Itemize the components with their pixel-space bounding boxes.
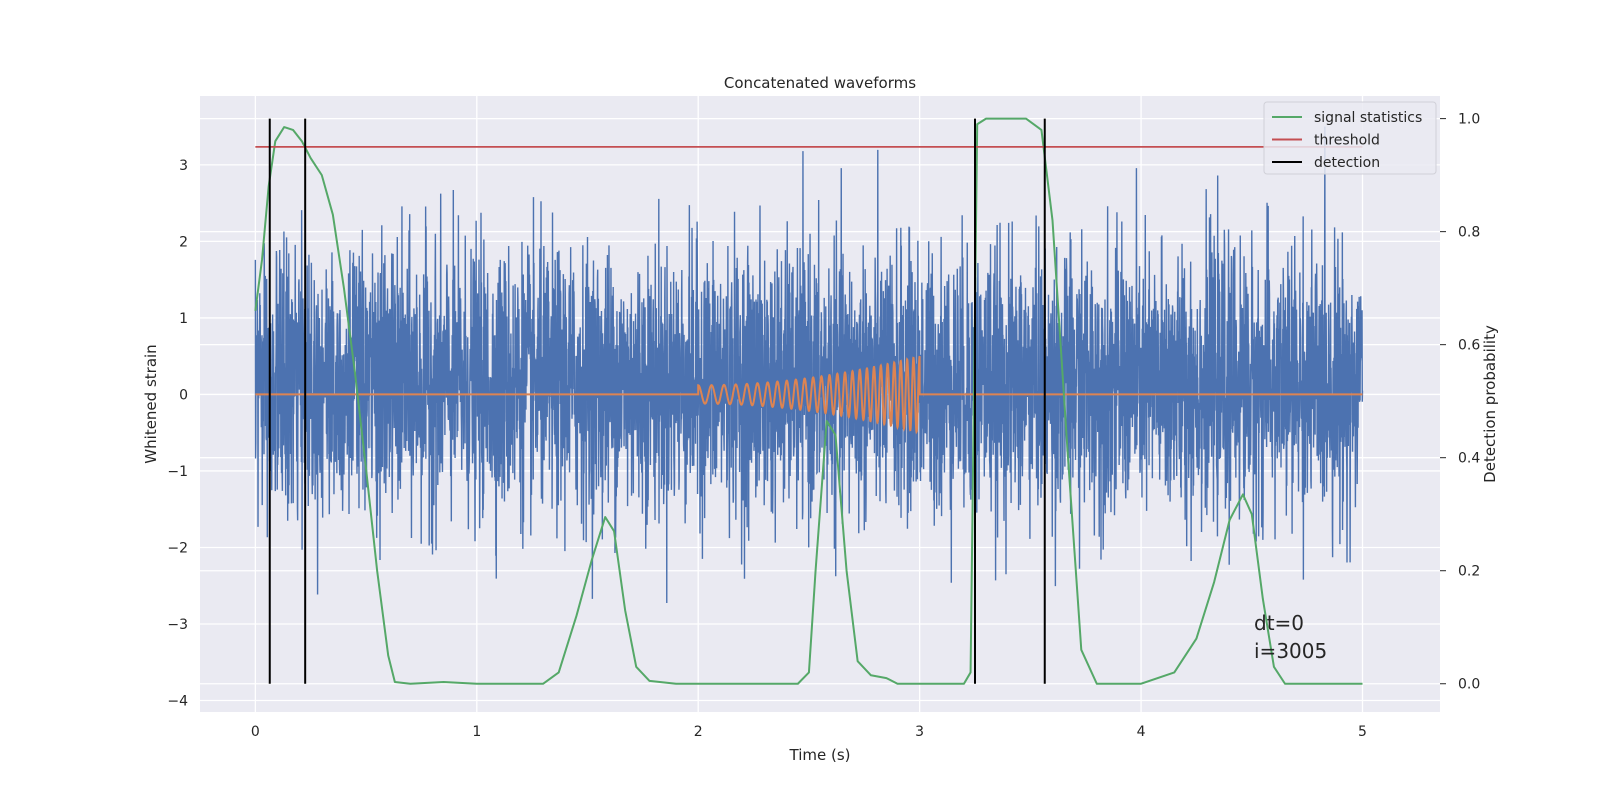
y-tick-label: −4 xyxy=(167,694,188,710)
x-tick-label: 0 xyxy=(251,724,260,740)
x-axis-label: Time (s) xyxy=(789,746,851,764)
y-tick-label: −1 xyxy=(167,464,188,480)
y-tick-label: −2 xyxy=(167,540,188,556)
y2-tick-label: 0.2 xyxy=(1458,564,1480,580)
y-tick-label: 3 xyxy=(179,158,188,174)
x-tick-label: 1 xyxy=(472,724,481,740)
x-tick-label: 5 xyxy=(1358,724,1367,740)
y2-tick-label: 0.0 xyxy=(1458,677,1480,693)
waveform-series-line xyxy=(255,355,1363,435)
noise-series-line xyxy=(254,126,1364,603)
signal-statistics-line xyxy=(254,117,1363,685)
x-tick-label: 4 xyxy=(1137,724,1146,740)
y-tick-label: −3 xyxy=(167,617,188,633)
legend-label: threshold xyxy=(1314,133,1380,149)
y-axis-label: Whitened strain xyxy=(142,344,160,463)
annotation-dt: dt=0 xyxy=(1254,611,1304,635)
plot-area xyxy=(254,117,1364,685)
y2-tick-label: 0.4 xyxy=(1458,451,1480,467)
ticks: 0 1 2 3 4 5 −4 −3 −2 −1 0 1 2 3 0.0 0.2 0.4 0.6 0.8 1.0 xyxy=(167,112,1480,740)
x-tick-label: 3 xyxy=(915,724,924,740)
legend: signal statistics threshold detection xyxy=(1263,101,1437,175)
x-tick-label: 2 xyxy=(694,724,703,740)
y-tick-label: 2 xyxy=(179,234,188,250)
y-tick-label: 0 xyxy=(179,387,188,403)
legend-label: signal statistics xyxy=(1314,110,1422,126)
series-group xyxy=(254,117,1364,685)
y2-tick-label: 0.6 xyxy=(1458,338,1480,354)
annotation-i: i=3005 xyxy=(1254,639,1327,663)
chart-title: Concatenated waveforms xyxy=(724,74,916,92)
legend-label: detection xyxy=(1314,155,1380,171)
y2-axis-label: Detection probability xyxy=(1481,325,1499,483)
y2-tick-label: 0.8 xyxy=(1458,225,1480,241)
y-tick-label: 1 xyxy=(179,311,188,327)
y2-tick-label: 1.0 xyxy=(1458,112,1480,128)
legend-box xyxy=(1263,101,1437,175)
